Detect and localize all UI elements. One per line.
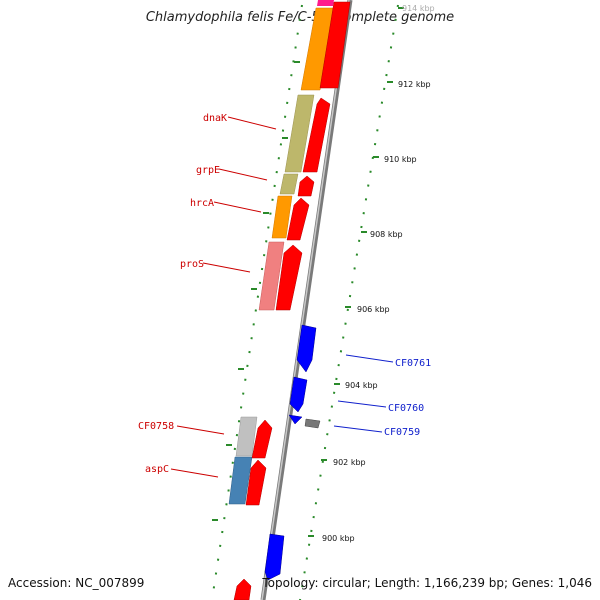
reverse-gene-cf0761 xyxy=(296,324,317,373)
genome-backbone-highlight xyxy=(261,0,350,600)
map-title: Chlamydophila felis Fe/C-56, complete ge… xyxy=(145,10,455,25)
gene-label-aspc: aspC xyxy=(145,464,169,475)
cog-gene-grpe xyxy=(279,173,299,195)
reverse-strand-genes xyxy=(264,324,321,581)
cog-gene-pros xyxy=(258,241,285,311)
gene-label-grpe: grpE xyxy=(196,165,220,176)
gene-label-hrca: hrcA xyxy=(190,198,214,209)
leader-hrca xyxy=(213,201,262,213)
leader-grpe xyxy=(218,168,268,181)
forward-gene-3 xyxy=(297,175,315,197)
leader-dnak xyxy=(227,116,277,130)
forward-gene-6 xyxy=(251,419,273,459)
cog-gene-top-magenta xyxy=(317,0,334,6)
reverse-gene-cf0760 xyxy=(289,376,308,413)
left-gene-labels: dnaK grpE hrcA proS CF0758 aspC xyxy=(138,113,277,478)
leader-aspc xyxy=(170,468,219,478)
forward-gene-1 xyxy=(319,1,351,89)
forward-gene-5 xyxy=(275,244,303,311)
forward-gene-7 xyxy=(245,459,267,506)
tick-label-912: 912 kbp xyxy=(398,80,431,89)
topology-label: Topology: circular; Length: 1,166,239 bp… xyxy=(262,576,592,590)
reverse-gene-bottom xyxy=(264,533,285,581)
cog-gene-dnak xyxy=(284,94,315,173)
cog-gene-orange-1 xyxy=(300,7,335,91)
tick-label-904: 904 kbp xyxy=(345,381,378,390)
forward-gene-2 xyxy=(302,97,331,173)
leader-cf0759 xyxy=(333,425,383,433)
accession-label: Accession: NC_007899 xyxy=(8,576,145,590)
forward-gene-4 xyxy=(286,197,310,241)
tick-label-910: 910 kbp xyxy=(384,155,417,164)
tick-label-902: 902 kbp xyxy=(333,458,366,467)
tick-marks xyxy=(212,7,404,537)
gene-label-dnak: dnaK xyxy=(203,113,227,124)
tick-label-914: 914 kbp xyxy=(402,4,435,13)
gene-label-cf0761: CF0761 xyxy=(395,358,431,369)
tick-label-908: 908 kbp xyxy=(370,230,403,239)
leader-cf0760 xyxy=(337,400,387,408)
cog-gene-aspc xyxy=(228,456,253,505)
genome-backbone xyxy=(260,0,353,600)
forward-strand-genes xyxy=(233,1,351,600)
outer-dotted-guide xyxy=(299,4,399,600)
gene-label-pros: proS xyxy=(180,259,204,270)
reverse-gene-small xyxy=(288,414,303,425)
forward-gene-8 xyxy=(233,578,252,600)
cog-gene-hrca xyxy=(271,195,293,239)
reverse-gene-cf0759 xyxy=(304,418,321,429)
gene-label-cf0759: CF0759 xyxy=(384,427,420,438)
tick-label-900: 900 kbp xyxy=(322,534,355,543)
tick-labels: 914 kbp 912 kbp 910 kbp 908 kbp 906 kbp … xyxy=(322,4,435,543)
right-gene-labels: CF0761 CF0760 CF0759 xyxy=(333,354,431,438)
cog-gene-column xyxy=(228,0,335,505)
leader-pros xyxy=(202,262,251,273)
leader-cf0761 xyxy=(345,354,394,363)
gene-label-cf0760: CF0760 xyxy=(388,403,424,414)
leader-cf0758 xyxy=(176,425,225,435)
gene-label-cf0758: CF0758 xyxy=(138,421,174,432)
cog-gene-cf0758 xyxy=(235,416,258,457)
tick-label-906: 906 kbp xyxy=(357,305,390,314)
